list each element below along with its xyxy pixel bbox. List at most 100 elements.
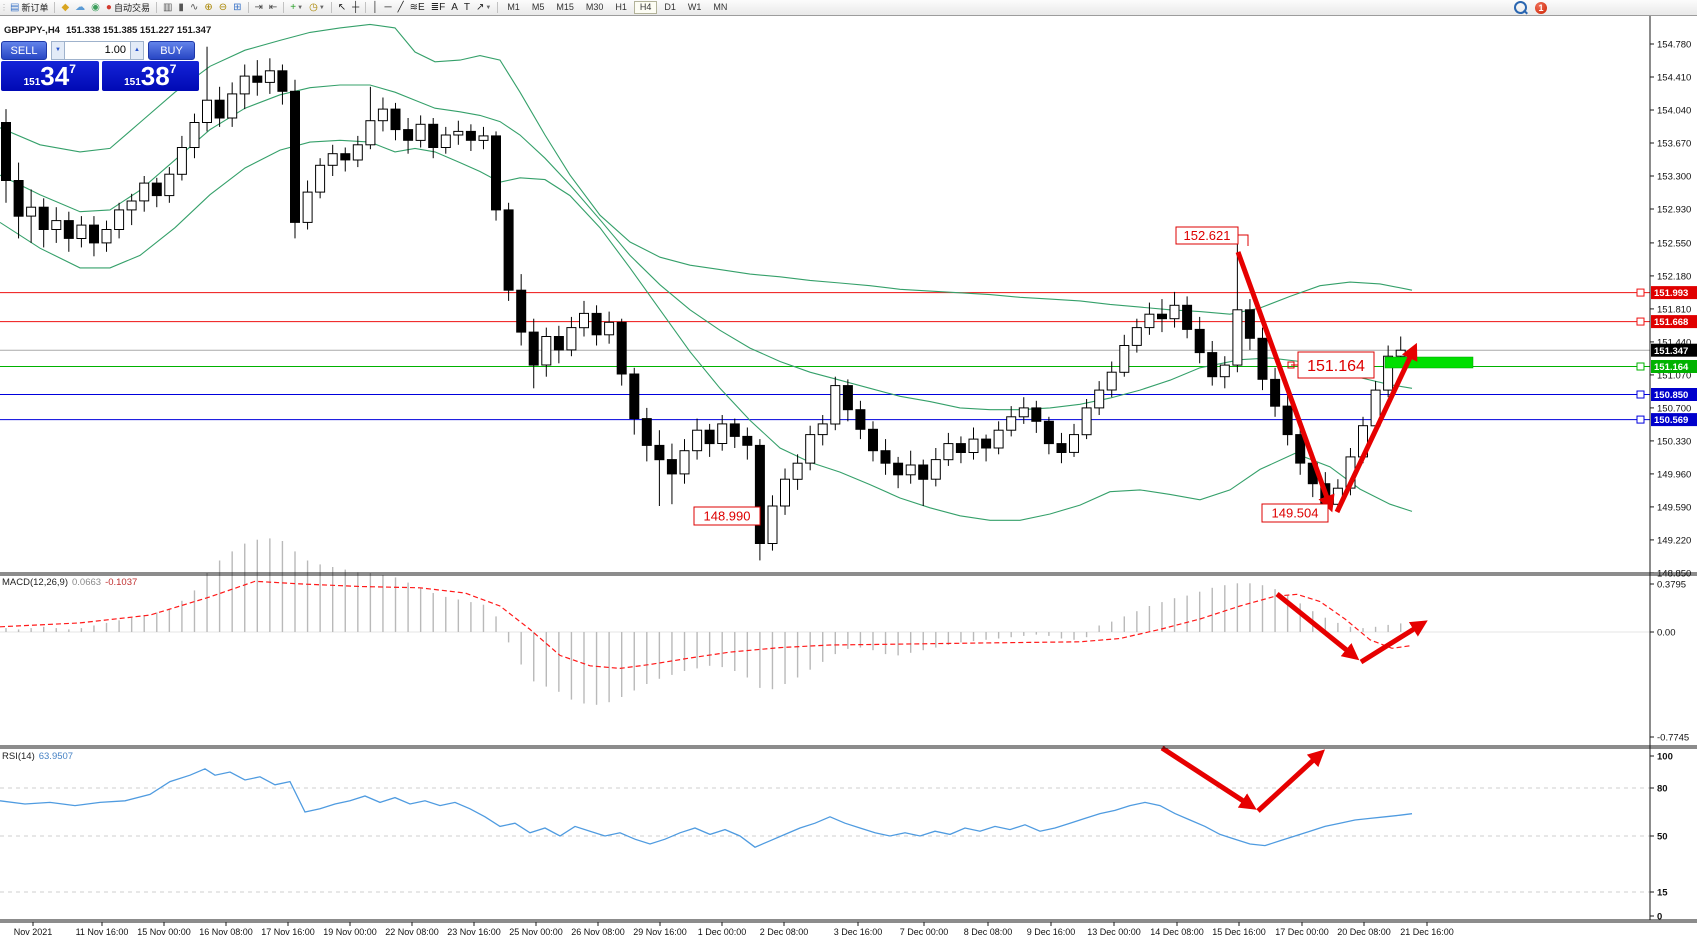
price-label-box-148.990[interactable] (693, 506, 761, 526)
trend-arrow-rsi[interactable] (1256, 749, 1326, 813)
price-label-box-151.164[interactable] (1297, 351, 1375, 379)
arrows-icon-dropdown[interactable]: ▼ (485, 4, 492, 11)
candle-body-up (176, 147, 187, 175)
timeframe-button-m1[interactable]: M1 (507, 2, 520, 12)
hline-marker-150.850[interactable] (1636, 390, 1645, 399)
date-label[interactable]: 8 Dec 08:00 (964, 927, 1013, 937)
new-order-icon[interactable]: ▤ 新订单 (7, 1, 51, 15)
price-badge-151.347 (1651, 343, 1697, 357)
candle-body-down (252, 75, 263, 83)
timeframe-button-d1[interactable]: D1 (664, 2, 676, 12)
candle-body-down (629, 373, 640, 420)
arrows-icon[interactable]: ↗ ▼ (473, 1, 494, 15)
timeframe-button-h1[interactable]: H1 (615, 2, 627, 12)
date-label[interactable]: 20 Dec 08:00 (1337, 927, 1391, 937)
line-chart-icon[interactable]: ∿ (187, 1, 201, 15)
timeframe-button-w1[interactable]: W1 (687, 2, 702, 12)
timeframe-button-h4[interactable]: H4 (633, 1, 658, 14)
price-label-box-149.504[interactable] (1261, 503, 1329, 523)
buy-price-button[interactable]: 151 38 7 (101, 61, 199, 91)
autotrading-icon[interactable]: ● 自动交易 (103, 1, 153, 15)
date-label[interactable]: 17 Nov 16:00 (261, 927, 315, 937)
candle-body-up (264, 70, 275, 83)
search-icon[interactable] (1511, 1, 1530, 15)
volume-input[interactable]: 1.00 (65, 41, 130, 60)
date-label[interactable]: 21 Dec 16:00 (1400, 927, 1454, 937)
date-label[interactable]: 11 Nov 16:00 (76, 927, 129, 937)
gold-icon[interactable]: ◆ (58, 1, 72, 15)
sell-price-button[interactable]: 151 34 7 (1, 61, 99, 91)
date-label[interactable]: 7 Dec 00:00 (900, 927, 949, 937)
date-label[interactable]: 2 Dec 08:00 (760, 927, 809, 937)
candle-body-down (38, 206, 49, 230)
date-label[interactable]: Nov 2021 (14, 927, 53, 937)
fibonacci-icon[interactable]: ≣F (428, 1, 449, 15)
chart-shift-icon-glyph: ⇤ (268, 1, 278, 13)
date-label[interactable]: 29 Nov 16:00 (633, 927, 687, 937)
candle-body-down (13, 180, 24, 217)
timeframe-button-m5[interactable]: M5 (531, 2, 545, 12)
trend-arrow-macd[interactable] (1275, 592, 1360, 661)
date-label[interactable]: 19 Nov 00:00 (323, 927, 377, 937)
trend-arrow-price[interactable] (1235, 251, 1335, 513)
date-label[interactable]: 15 Dec 16:00 (1212, 927, 1266, 937)
text-icon[interactable]: A (448, 1, 461, 15)
candlestick-chart-icon[interactable]: ▮ (175, 1, 187, 15)
date-label[interactable]: 22 Nov 08:00 (385, 927, 439, 937)
trend-arrow-rsi[interactable] (1160, 745, 1257, 810)
hline-marker-151.993[interactable] (1636, 288, 1645, 297)
date-label[interactable]: 9 Dec 16:00 (1027, 927, 1076, 937)
cursor-icon[interactable]: ↖ (335, 1, 349, 15)
date-label[interactable]: 15 Nov 00:00 (137, 927, 191, 937)
volume-increase-button[interactable]: ▲ (130, 41, 144, 60)
periods-icon[interactable]: ◷ ▼ (306, 1, 328, 15)
timeframe-button-m30[interactable]: M30 (585, 2, 604, 12)
one-click-trading-panel: SELL ▼ 1.00 ▲ BUY 151 34 7 151 38 7 (1, 41, 199, 91)
add-indicator-icon-dropdown[interactable]: ▼ (297, 4, 304, 11)
hline-marker-151.668[interactable] (1636, 317, 1645, 326)
trend-arrow-price[interactable] (1334, 342, 1418, 514)
date-label[interactable]: 14 Dec 08:00 (1150, 927, 1204, 937)
date-label[interactable]: 16 Nov 08:00 (199, 927, 253, 937)
date-label[interactable]: 25 Nov 00:00 (509, 927, 563, 937)
green-zone-rectangle[interactable] (1384, 356, 1474, 369)
candle-body-up (993, 429, 1004, 449)
notification-badge[interactable]: 1 (1535, 1, 1547, 14)
add-indicator-icon[interactable]: + ▼ (287, 1, 306, 15)
buy-button[interactable]: BUY (148, 41, 195, 60)
label-icon[interactable]: T (461, 1, 473, 15)
chart-shift-icon[interactable]: ⇤ (266, 1, 280, 15)
buy-price-small: 151 (124, 77, 141, 88)
date-label[interactable]: 26 Nov 08:00 (571, 927, 625, 937)
date-label[interactable]: 17 Dec 00:00 (1275, 927, 1329, 937)
price-label-box-152.621[interactable] (1175, 226, 1239, 245)
date-label[interactable]: 3 Dec 16:00 (834, 927, 883, 937)
volume-decrease-button[interactable]: ▼ (51, 41, 65, 60)
tile-windows-icon[interactable]: ⊞ (230, 1, 244, 15)
horizontal-line-icon[interactable]: ─ (382, 1, 395, 15)
timeframe-button-mn[interactable]: MN (713, 2, 728, 12)
signal-icon[interactable]: ◉ (88, 1, 103, 15)
auto-scroll-icon[interactable]: ⇥ (252, 1, 266, 15)
cloud-icon[interactable]: ☁ (72, 1, 88, 15)
timeframe-button-m15[interactable]: M15 (556, 2, 574, 12)
date-label[interactable]: 23 Nov 16:00 (447, 927, 501, 937)
magnifier-glyph (1514, 1, 1527, 14)
bar-chart-icon[interactable]: ▥ (160, 1, 175, 15)
vertical-line-icon[interactable]: │ (369, 1, 381, 15)
hline-marker-150.569[interactable] (1636, 415, 1645, 424)
zoom-in-icon[interactable]: ⊕ (201, 1, 215, 15)
crosshair-icon[interactable]: ┼ (349, 1, 362, 15)
trendline-icon[interactable]: ╱ (395, 1, 407, 15)
equidistant-channel-icon[interactable]: ≋E (407, 1, 428, 15)
zoom-out-icon[interactable]: ⊖ (216, 1, 230, 15)
trend-arrow-macd[interactable] (1359, 620, 1428, 665)
date-label[interactable]: 13 Dec 00:00 (1087, 927, 1141, 937)
sell-button[interactable]: SELL (1, 41, 47, 60)
candle-body-up (830, 385, 841, 425)
candle-body-up (1006, 416, 1017, 431)
price-label-text-152.621: 152.621 (1184, 228, 1231, 243)
date-label[interactable]: 1 Dec 00:00 (698, 927, 747, 937)
periods-icon-dropdown[interactable]: ▼ (318, 4, 325, 11)
hline-marker-151.164[interactable] (1636, 362, 1645, 371)
